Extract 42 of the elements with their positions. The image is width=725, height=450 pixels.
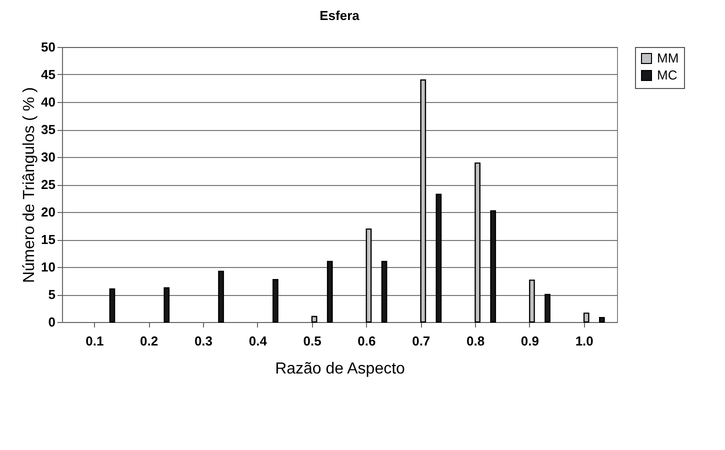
bar — [164, 287, 170, 323]
y-tick-label: 50 — [41, 40, 56, 54]
y-tick-label: 0 — [48, 314, 56, 330]
legend-label: MM — [657, 50, 679, 66]
legend-label: MC — [657, 68, 678, 82]
bar — [420, 79, 426, 323]
x-tick-label: 0.7 — [412, 334, 430, 348]
y-tick-label: 40 — [41, 94, 56, 110]
y-tick-label: 10 — [41, 260, 56, 274]
bar — [598, 317, 605, 323]
bar — [529, 280, 535, 323]
bar — [272, 279, 278, 323]
bar — [381, 260, 388, 323]
chart-title: Esfera — [320, 8, 360, 23]
bar — [366, 228, 372, 323]
x-tick-label: 1.0 — [575, 334, 594, 348]
y-tick-label: 35 — [41, 122, 56, 137]
bar — [490, 210, 496, 323]
y-tick-label: 15 — [41, 232, 56, 247]
bar — [311, 316, 318, 323]
bar — [583, 312, 590, 323]
y-tick-label: 45 — [41, 67, 56, 82]
bar — [218, 270, 224, 323]
x-tick-label: 0.5 — [303, 334, 322, 348]
x-axis-title: Razão de Aspecto — [275, 360, 406, 378]
bar — [326, 260, 333, 323]
bar — [436, 194, 442, 323]
x-tick-label: 0.8 — [466, 334, 485, 348]
x-tick-label: 0.3 — [194, 334, 213, 348]
bar — [109, 288, 116, 323]
y-tick-label: 30 — [41, 150, 56, 164]
x-tick-label: 0.4 — [248, 334, 268, 348]
y-tick-label: 25 — [41, 177, 56, 192]
x-tick-label: 0.1 — [86, 334, 104, 348]
x-tick-label: 0.6 — [358, 334, 376, 348]
bar — [474, 162, 480, 323]
y-tick-label: 5 — [48, 287, 56, 302]
y-axis-title: Número de Triângulos ( % ) — [21, 87, 38, 283]
bar — [544, 294, 550, 323]
y-tick-label: 20 — [41, 204, 56, 220]
x-tick-label: 0.2 — [140, 334, 158, 348]
x-tick-label: 0.9 — [520, 334, 539, 348]
